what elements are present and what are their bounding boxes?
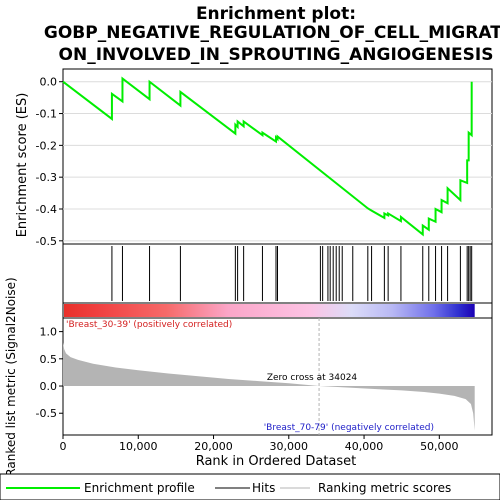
es-panel [62, 68, 493, 245]
x-tick-label: 10,000 [119, 440, 158, 453]
chart-title-line-3: ON_INVOLVED_IN_SPROUTING_ANGIOGENESIS [59, 45, 494, 65]
ranking-metric-area [63, 342, 475, 431]
x-tick-label: 50,000 [420, 440, 459, 453]
chart-title-line-1: Enrichment plot: [196, 4, 356, 24]
legend: Enrichment profile Hits Ranking metric s… [0, 473, 500, 500]
es-tick-label: -0.5 [36, 235, 57, 248]
positive-correlation-label: 'Breast_30-39' (positively correlated) [66, 320, 232, 330]
x-tick-label: 30,000 [270, 440, 309, 453]
es-tick-label: -0.2 [36, 139, 57, 152]
rank-colorbar [64, 304, 475, 317]
es-tick-label: 0.0 [40, 76, 58, 89]
x-tick-label: 20,000 [194, 440, 233, 453]
legend-hits-label: Hits [252, 481, 275, 495]
metric-axis-label: Ranked list metric (Signal2Noise) [4, 277, 18, 476]
metric-tick-label: 1.0 [40, 326, 58, 339]
enrichment-profile-line [62, 76, 473, 237]
x-tick-label: 0 [60, 440, 67, 453]
es-tick-label: -0.1 [36, 108, 57, 121]
metric-tick-label: 0.5 [40, 353, 58, 366]
zero-cross-label: Zero cross at 34024 [267, 373, 358, 383]
x-axis-label: Rank in Ordered Dataset [196, 454, 357, 469]
legend-box [0, 473, 500, 500]
es-axis-label: Enrichment score (ES) [15, 93, 30, 238]
metric-tick-label: -0.5 [36, 407, 57, 420]
negative-correlation-label: 'Breast_70-79' (negatively correlated) [264, 423, 434, 433]
es-tick-label: -0.4 [36, 203, 57, 216]
x-tick-label: 40,000 [345, 440, 384, 453]
es-tick-label: -0.3 [36, 171, 57, 184]
chart-title-line-2: GOBP_NEGATIVE_REGULATION_OF_CELL_MIGRATI [44, 23, 500, 43]
legend-metric-label: Ranking metric scores [318, 481, 451, 495]
metric-tick-label: 0.0 [40, 380, 58, 393]
legend-enrichment-label: Enrichment profile [84, 481, 195, 495]
